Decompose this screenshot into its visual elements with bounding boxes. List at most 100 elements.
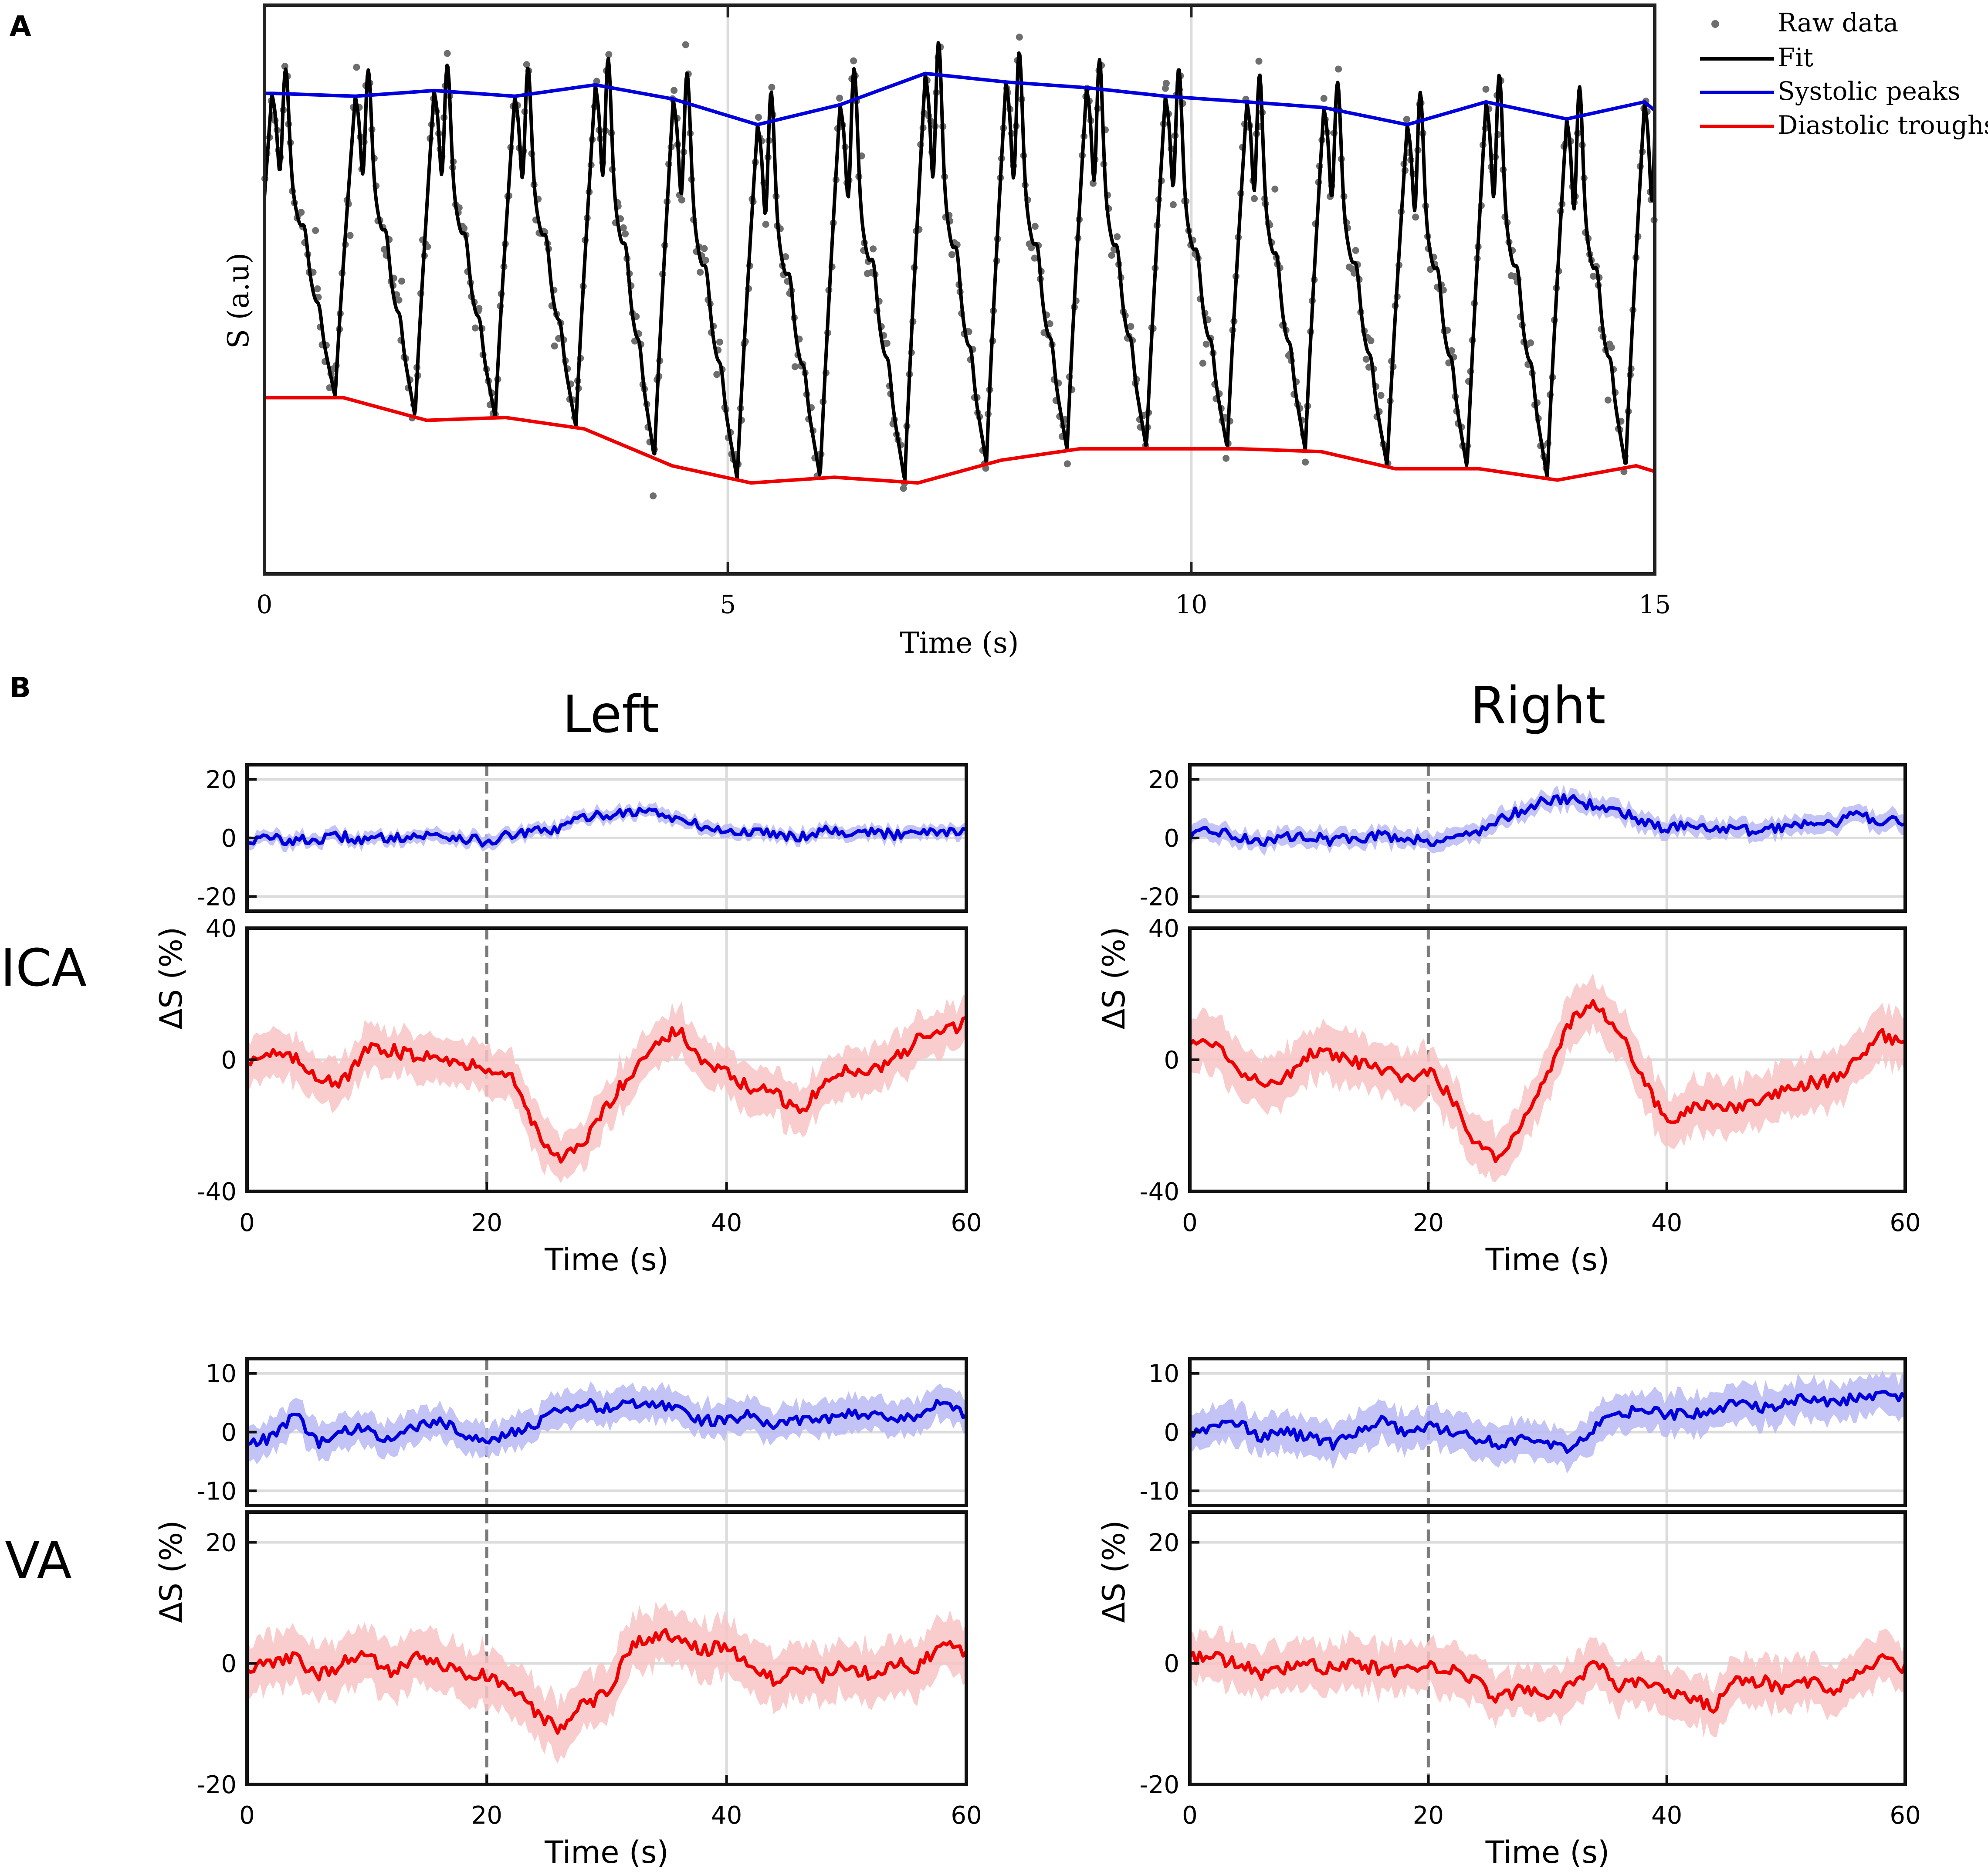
y-tick-label-0: 0 [221, 1650, 237, 1678]
panel-a-tick-label-10: 10 [1175, 590, 1207, 619]
y-tick-label--10: -10 [197, 1477, 237, 1506]
raw-data-point [1527, 339, 1534, 346]
raw-data-point [298, 209, 305, 216]
panel-a-y-axis-label: S (a.u) [222, 253, 255, 349]
raw-data-point [1223, 454, 1230, 462]
raw-data-point [1031, 223, 1039, 230]
y-tick-label-40: 40 [206, 915, 237, 943]
panel-b-label: B [10, 672, 31, 704]
y-tick-label-0: 0 [221, 1046, 237, 1075]
y-tick-label--20: -20 [1140, 1771, 1179, 1799]
diastolic-confidence-band [1190, 1625, 1905, 1738]
legend-fit-label: Fit [1778, 43, 1813, 72]
panel-a-fit-line [263, 41, 1656, 482]
raw-data-point [381, 246, 388, 253]
panel-a-tick-label-0: 0 [257, 590, 273, 619]
raw-data-point [1335, 65, 1342, 73]
raw-data-point [682, 41, 689, 48]
raw-data-point [620, 224, 627, 231]
raw-data-point [762, 220, 769, 228]
raw-data-point [353, 64, 360, 71]
y-tick-label-0: 0 [221, 824, 237, 853]
x-tick-label-20: 20 [1413, 1209, 1444, 1237]
x-tick-label-0: 0 [1182, 1209, 1198, 1237]
raw-data-point [836, 95, 843, 102]
diastolic-mean-line [246, 1628, 968, 1735]
raw-data-point [768, 84, 776, 91]
x-tick-label-0: 0 [239, 1209, 255, 1237]
y-axis-label: ΔS (%) [1096, 1520, 1132, 1623]
raw-data-point [1108, 251, 1115, 259]
panel-a-axes-box [263, 3, 1656, 576]
raw-data-point [678, 196, 685, 203]
y-tick-label--40: -40 [1140, 1178, 1179, 1206]
raw-data-point [1031, 254, 1038, 262]
raw-data-point [1482, 85, 1490, 93]
y-axis-label: ΔS (%) [1096, 927, 1132, 1030]
diastolic-confidence-band [247, 1601, 966, 1764]
raw-data-point [1162, 80, 1170, 87]
row-ica-title: ICA [0, 938, 87, 998]
subplot-b-left-ica-systolic: -20 0 20 [197, 763, 968, 913]
legend-diastolic-label: Diastolic troughs [1778, 110, 1988, 140]
y-tick-label--20: -20 [1140, 883, 1179, 911]
raw-data-point [697, 268, 704, 276]
panel-a-chart: 0 5 10 15 Time (s) S (a.u) Raw data Fit Sys… [222, 3, 1988, 660]
x-tick-label-60: 60 [951, 1209, 982, 1237]
raw-data-point [1046, 320, 1053, 327]
x-tick-label-0: 0 [239, 1801, 255, 1830]
y-tick-label-0: 0 [221, 1419, 237, 1447]
raw-data-point [1028, 244, 1035, 251]
raw-data-point [593, 78, 600, 85]
raw-data-point [1271, 185, 1279, 193]
panel-a-plot-area [261, 34, 1658, 499]
systolic-confidence-band [1190, 1370, 1905, 1474]
x-axis-label: Time (s) [544, 1835, 669, 1870]
x-tick-label-0: 0 [1182, 1801, 1198, 1830]
raw-data-point [870, 245, 877, 253]
x-tick-label-20: 20 [471, 1209, 502, 1237]
raw-data-point [1127, 323, 1135, 330]
raw-data-point [1063, 460, 1071, 468]
raw-data-point [1608, 344, 1615, 351]
panel-a-tick-label-15: 15 [1639, 590, 1671, 619]
raw-data-point [475, 305, 483, 312]
systolic-confidence-band [1190, 784, 1905, 856]
subplot-b-right-va-systolic: -10 0 10 [1140, 1357, 1907, 1507]
raw-data-point [605, 51, 613, 58]
raw-data-point [346, 232, 354, 239]
raw-data-point [701, 245, 708, 252]
y-tick-label-0: 0 [1164, 1046, 1179, 1075]
subplot-b-right-ica-systolic: -20 0 20 [1140, 763, 1907, 913]
x-axis-label: Time (s) [544, 1242, 669, 1278]
raw-data-point [471, 324, 479, 332]
systolic-confidence-band [247, 1381, 966, 1465]
axes-box [1188, 1510, 1907, 1786]
x-tick-label-60: 60 [1890, 1209, 1920, 1237]
y-tick-label-10: 10 [206, 1360, 237, 1388]
panel-a-systolic-peaks-line [264, 71, 1656, 127]
raw-data-point [1377, 392, 1385, 399]
panel-a-x-axis-label: Time (s) [900, 626, 1019, 660]
raw-data-point [755, 114, 762, 121]
raw-data-point [395, 296, 403, 304]
y-tick-label-20: 20 [206, 1529, 237, 1557]
panel-a-tick-label-5: 5 [720, 590, 736, 619]
raw-data-point [782, 253, 789, 261]
raw-data-point [1162, 85, 1169, 92]
y-tick-label-20: 20 [206, 766, 237, 794]
raw-data-point [1352, 247, 1359, 254]
raw-data-point [461, 224, 468, 232]
raw-data-point [1302, 458, 1309, 466]
raw-data-point [1114, 233, 1121, 241]
y-axis-label: ΔS (%) [153, 1520, 189, 1623]
y-tick-label--20: -20 [197, 1771, 237, 1799]
panel-a-x-ticks: 0 5 10 15 [257, 5, 1671, 619]
systolic-mean-line [246, 1398, 968, 1449]
x-tick-label-20: 20 [471, 1801, 502, 1830]
x-tick-label-60: 60 [951, 1801, 982, 1830]
column-left-title: Left [562, 684, 659, 744]
